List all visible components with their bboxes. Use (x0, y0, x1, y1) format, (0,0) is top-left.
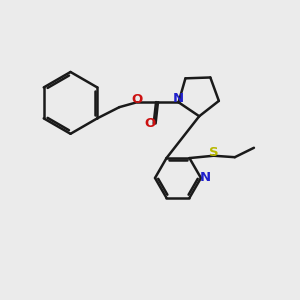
Text: N: N (200, 172, 211, 184)
Text: S: S (209, 146, 218, 159)
Text: O: O (145, 117, 156, 130)
Text: N: N (173, 92, 184, 105)
Text: O: O (131, 93, 142, 106)
